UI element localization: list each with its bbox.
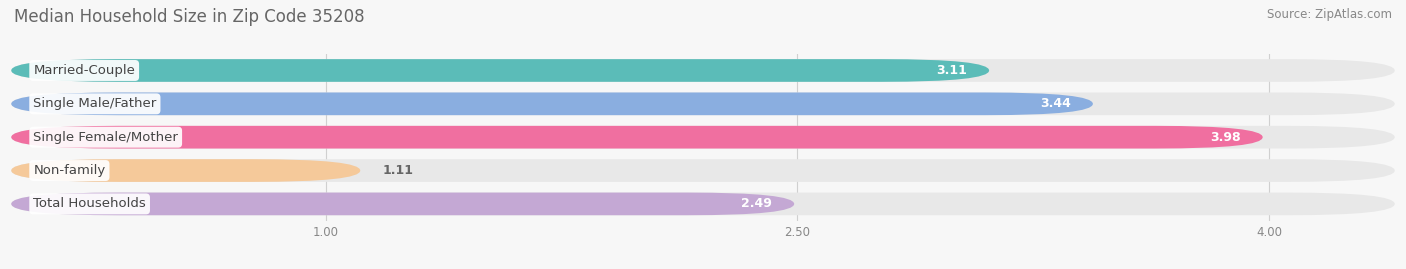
- Text: Single Female/Mother: Single Female/Mother: [34, 131, 179, 144]
- Text: 3.11: 3.11: [936, 64, 967, 77]
- FancyBboxPatch shape: [11, 93, 1395, 115]
- Text: Married-Couple: Married-Couple: [34, 64, 135, 77]
- FancyBboxPatch shape: [11, 93, 1092, 115]
- FancyBboxPatch shape: [11, 193, 794, 215]
- FancyBboxPatch shape: [11, 126, 1395, 148]
- FancyBboxPatch shape: [11, 59, 990, 82]
- Text: Total Households: Total Households: [34, 197, 146, 210]
- FancyBboxPatch shape: [11, 59, 1395, 82]
- Text: Median Household Size in Zip Code 35208: Median Household Size in Zip Code 35208: [14, 8, 364, 26]
- Text: 3.44: 3.44: [1040, 97, 1071, 110]
- FancyBboxPatch shape: [11, 159, 360, 182]
- FancyBboxPatch shape: [11, 193, 1395, 215]
- Text: Single Male/Father: Single Male/Father: [34, 97, 156, 110]
- Text: Source: ZipAtlas.com: Source: ZipAtlas.com: [1267, 8, 1392, 21]
- Text: Non-family: Non-family: [34, 164, 105, 177]
- Text: 1.11: 1.11: [382, 164, 413, 177]
- FancyBboxPatch shape: [11, 159, 1395, 182]
- Text: 3.98: 3.98: [1211, 131, 1240, 144]
- FancyBboxPatch shape: [11, 126, 1263, 148]
- Text: 2.49: 2.49: [741, 197, 772, 210]
